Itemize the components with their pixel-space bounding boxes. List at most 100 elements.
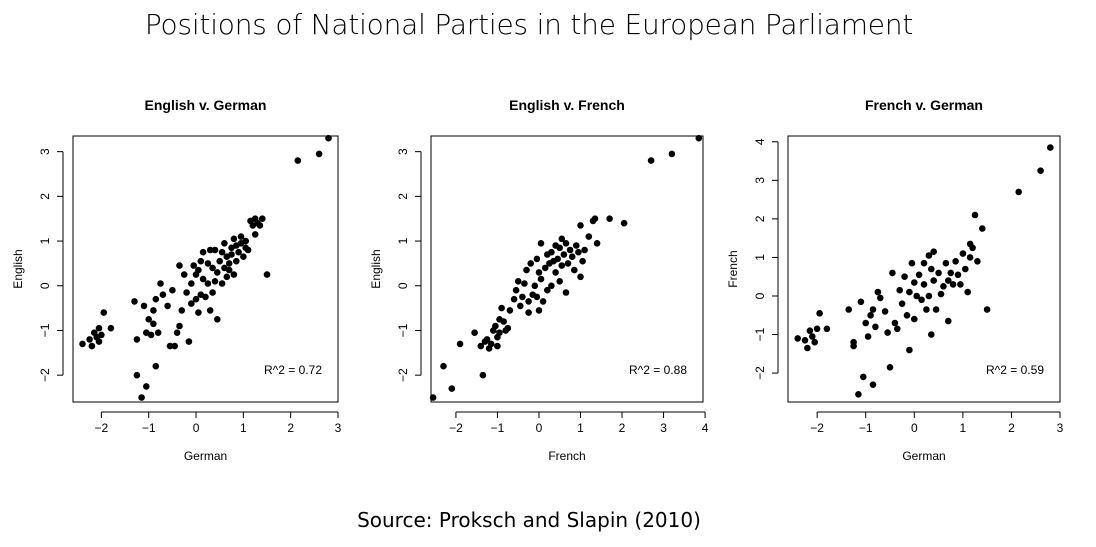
y-tick-label: 1	[38, 237, 52, 244]
data-point	[877, 294, 884, 302]
data-point	[164, 302, 171, 310]
plot-frame	[72, 135, 339, 403]
data-point	[190, 262, 197, 269]
data-point	[979, 225, 986, 232]
data-point	[209, 289, 216, 296]
data-point	[79, 340, 86, 348]
x-tick-label: 0	[911, 421, 918, 435]
data-point	[183, 289, 190, 296]
data-points	[79, 134, 332, 401]
data-point	[548, 248, 555, 256]
x-axis-label: German	[184, 449, 227, 463]
data-point	[898, 300, 906, 308]
data-point	[928, 265, 935, 273]
data-point	[886, 364, 894, 371]
data-point	[581, 246, 588, 254]
x-tick-label: 1	[577, 421, 584, 435]
data-point	[496, 329, 503, 337]
data-point	[525, 309, 532, 316]
data-point	[188, 300, 195, 307]
x-tick-label: −1	[859, 421, 873, 435]
data-point	[864, 333, 872, 340]
y-axis: −2 −1 0 1 2 3	[396, 148, 422, 382]
data-point	[325, 134, 332, 142]
data-point	[884, 329, 891, 336]
data-point	[237, 233, 245, 240]
data-point	[928, 331, 935, 338]
data-point	[202, 293, 209, 301]
data-point	[813, 325, 821, 333]
x-tick-label: 2	[619, 421, 626, 435]
data-point	[204, 280, 212, 287]
data-point	[517, 302, 524, 310]
data-point	[794, 335, 801, 342]
data-point	[487, 340, 495, 348]
data-point	[537, 240, 545, 247]
x-tick-label: 3	[660, 421, 667, 435]
x-tick-label: 3	[1057, 421, 1064, 435]
x-tick-label: −1	[142, 421, 156, 435]
data-point	[952, 258, 959, 265]
data-point	[1047, 144, 1054, 151]
y-tick-label: 3	[396, 148, 410, 155]
data-point	[862, 319, 869, 327]
data-point	[195, 309, 202, 316]
data-point	[500, 318, 508, 325]
data-point	[606, 215, 613, 222]
y-axis-label: French	[726, 250, 740, 287]
x-tick-label: −2	[95, 421, 109, 435]
data-point	[233, 257, 240, 265]
data-point	[214, 316, 221, 323]
x-tick-label: 2	[1008, 421, 1015, 435]
data-point	[263, 271, 271, 278]
y-tick-label: −1	[753, 327, 767, 341]
data-point	[974, 258, 981, 265]
data-point	[935, 269, 942, 277]
data-point	[525, 298, 532, 305]
y-tick-label: 1	[396, 237, 410, 244]
data-point	[211, 246, 219, 254]
data-point	[535, 269, 543, 276]
data-point	[209, 264, 216, 272]
data-point	[173, 329, 181, 337]
data-points	[794, 144, 1054, 398]
y-axis-label: English	[11, 249, 25, 288]
y-tick-label: −1	[38, 323, 52, 337]
data-point	[537, 275, 545, 283]
data-point	[906, 288, 913, 296]
data-point	[527, 260, 534, 267]
data-point	[145, 316, 152, 323]
data-point	[806, 327, 814, 335]
plot-frame	[430, 135, 704, 403]
data-point	[925, 252, 933, 259]
data-point	[647, 157, 655, 164]
plot-frame	[787, 135, 1061, 403]
data-point	[901, 273, 908, 281]
data-point	[242, 237, 249, 245]
data-point	[225, 266, 233, 274]
data-point	[869, 306, 877, 313]
y-tick-label: 2	[38, 193, 52, 200]
data-point	[152, 362, 160, 370]
y-tick-label: 0	[753, 292, 767, 299]
y-axis-label: English	[369, 249, 383, 288]
data-point	[855, 391, 862, 398]
data-point	[294, 157, 302, 164]
data-point	[971, 211, 979, 219]
x-tick-label: 1	[240, 421, 247, 435]
data-point	[811, 338, 818, 346]
data-point	[860, 373, 867, 381]
data-point	[556, 244, 563, 252]
x-axis-label: French	[548, 449, 585, 463]
data-point	[221, 240, 228, 247]
data-point	[178, 307, 186, 314]
source-caption: Source: Proksch and Slapin (2010)	[357, 508, 701, 532]
data-point	[140, 302, 148, 310]
x-tick-label: 0	[536, 421, 543, 435]
data-point	[514, 278, 522, 285]
data-point	[906, 346, 913, 354]
data-point	[913, 292, 920, 300]
data-point	[483, 336, 491, 343]
data-point	[429, 394, 437, 401]
data-point	[562, 240, 570, 247]
